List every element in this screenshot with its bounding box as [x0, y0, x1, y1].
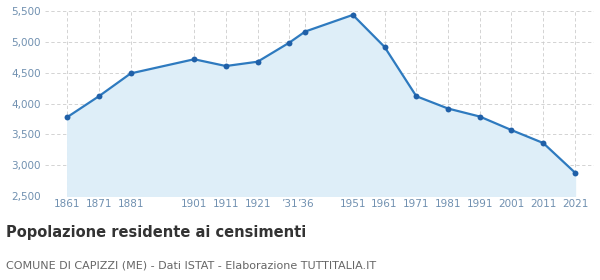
Point — [284, 40, 294, 45]
Point — [443, 106, 453, 111]
Point — [412, 94, 421, 99]
Point — [380, 45, 389, 49]
Point — [506, 128, 516, 132]
Point — [94, 94, 104, 99]
Point — [538, 141, 548, 145]
Point — [475, 114, 485, 119]
Point — [301, 29, 310, 34]
Point — [62, 115, 72, 119]
Point — [348, 13, 358, 17]
Point — [221, 64, 230, 68]
Point — [570, 170, 580, 175]
Text: COMUNE DI CAPIZZI (ME) - Dati ISTAT - Elaborazione TUTTITALIA.IT: COMUNE DI CAPIZZI (ME) - Dati ISTAT - El… — [6, 260, 376, 270]
Text: Popolazione residente ai censimenti: Popolazione residente ai censimenti — [6, 225, 306, 241]
Point — [126, 71, 136, 76]
Point — [190, 57, 199, 62]
Point — [253, 59, 262, 64]
